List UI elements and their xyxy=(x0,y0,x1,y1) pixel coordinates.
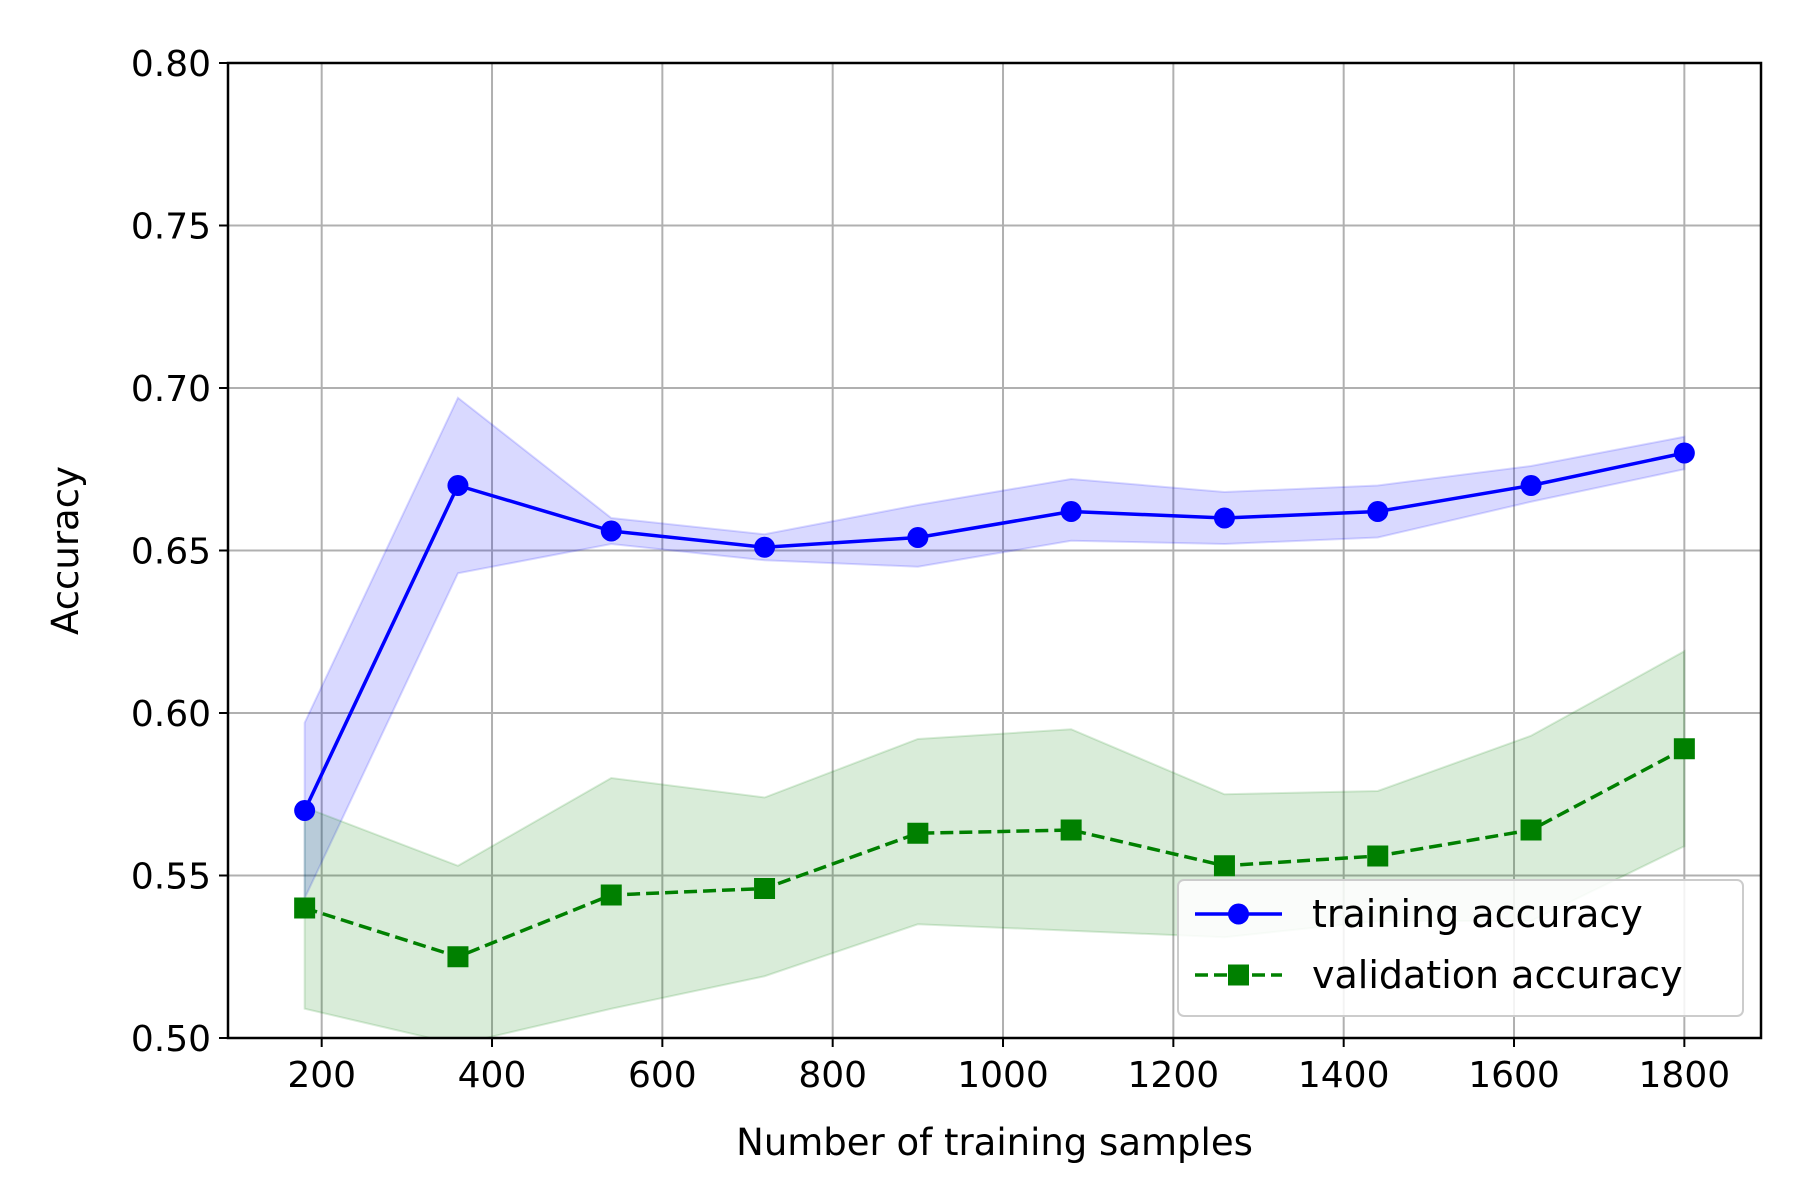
validation-accuracy-point xyxy=(754,878,776,899)
x-tick-label: 600 xyxy=(628,1055,697,1096)
y-tick-label: 0.80 xyxy=(131,44,211,85)
training-accuracy-point xyxy=(294,800,316,821)
validation-accuracy-band xyxy=(303,649,1686,1038)
validation-accuracy-point xyxy=(1520,819,1542,841)
x-tick-label: 1600 xyxy=(1468,1055,1560,1096)
grid xyxy=(228,62,1761,1039)
training-accuracy-point xyxy=(754,536,776,558)
y-axis-ticks: 0.50 0.55 0.60 0.65 0.70 0.75 0.80 xyxy=(131,44,228,1060)
validation-accuracy-point xyxy=(907,822,929,844)
legend-validation-label: validation accuracy xyxy=(1312,953,1683,997)
series-markers xyxy=(294,442,1695,968)
validation-accuracy-point xyxy=(600,884,622,906)
training-accuracy-point xyxy=(447,475,469,496)
y-tick-label: 0.65 xyxy=(131,532,211,573)
validation-accuracy-point xyxy=(1367,845,1389,867)
validation-accuracy-point xyxy=(1213,855,1235,877)
y-tick-label: 0.60 xyxy=(131,694,211,735)
x-tick-label: 1200 xyxy=(1128,1055,1220,1096)
legend-validation-marker xyxy=(1228,964,1249,986)
y-tick-label: 0.50 xyxy=(131,1019,211,1060)
y-axis-label: Accuracy xyxy=(44,466,87,635)
x-axis-ticks: 200 400 600 800 1000 1200 1400 1600 1800 xyxy=(287,1038,1730,1096)
training-accuracy-point xyxy=(1367,501,1389,522)
confidence-bands xyxy=(303,396,1686,1038)
legend-box xyxy=(1177,879,1744,1017)
validation-accuracy-point xyxy=(294,897,316,919)
legend-training-label: training accuracy xyxy=(1312,892,1643,936)
x-tick-label: 1400 xyxy=(1298,1055,1390,1096)
x-tick-label: 400 xyxy=(458,1055,527,1096)
y-tick-label: 0.70 xyxy=(131,369,211,410)
y-tick-label: 0.55 xyxy=(131,857,211,898)
series-lines xyxy=(303,451,1686,959)
validation-accuracy-line xyxy=(304,747,1686,959)
x-tick-label: 800 xyxy=(798,1055,867,1096)
training-accuracy-point xyxy=(1060,501,1082,522)
x-tick-label: 200 xyxy=(287,1055,356,1096)
training-accuracy-point xyxy=(1213,507,1235,529)
validation-accuracy-point xyxy=(447,946,469,968)
x-tick-label: 1800 xyxy=(1639,1055,1731,1096)
training-accuracy-point xyxy=(1673,442,1695,464)
x-tick-label: 1000 xyxy=(957,1055,1049,1096)
training-accuracy-point xyxy=(907,527,929,548)
validation-accuracy-point xyxy=(1060,819,1082,841)
training-accuracy-point xyxy=(600,520,622,542)
legend: training accuracy validation accuracy xyxy=(1177,879,1744,1017)
x-axis-label: Number of training samples xyxy=(736,1121,1253,1164)
training-accuracy-band xyxy=(303,396,1686,899)
training-accuracy-point xyxy=(1520,475,1542,496)
legend-training-marker xyxy=(1228,903,1249,925)
y-tick-label: 0.75 xyxy=(131,207,211,248)
training-accuracy-line xyxy=(303,451,1685,812)
validation-accuracy-point xyxy=(1673,738,1695,760)
